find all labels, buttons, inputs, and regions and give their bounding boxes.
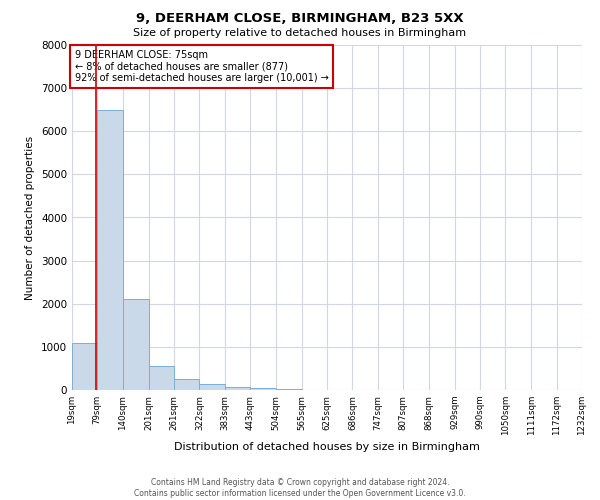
Text: Size of property relative to detached houses in Birmingham: Size of property relative to detached ho…	[133, 28, 467, 38]
Bar	[123, 300, 149, 390]
Bar	[225, 386, 250, 390]
Text: 9 DEERHAM CLOSE: 75sqm
← 8% of detached houses are smaller (877)
92% of semi-det: 9 DEERHAM CLOSE: 75sqm ← 8% of detached …	[74, 50, 328, 84]
Bar	[72, 342, 97, 390]
Text: 9, DEERHAM CLOSE, BIRMINGHAM, B23 5XX: 9, DEERHAM CLOSE, BIRMINGHAM, B23 5XX	[136, 12, 464, 26]
Text: Contains HM Land Registry data © Crown copyright and database right 2024.
Contai: Contains HM Land Registry data © Crown c…	[134, 478, 466, 498]
Y-axis label: Number of detached properties: Number of detached properties	[25, 136, 35, 300]
Bar	[250, 388, 276, 390]
Bar	[149, 366, 174, 390]
Bar	[97, 110, 123, 390]
Bar	[174, 379, 199, 390]
Bar	[199, 384, 225, 390]
Bar	[276, 388, 302, 390]
X-axis label: Distribution of detached houses by size in Birmingham: Distribution of detached houses by size …	[174, 442, 480, 452]
